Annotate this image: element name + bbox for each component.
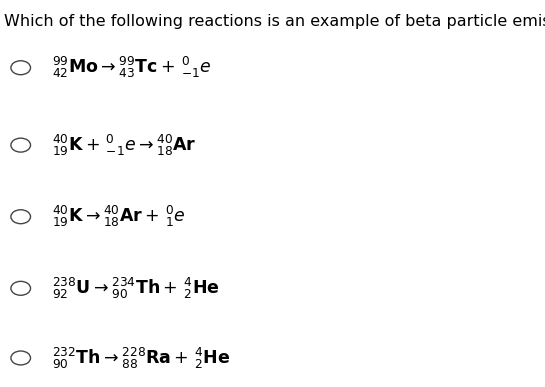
Text: $^{40}_{19}\mathbf{K} +\, ^{0}_{-1}\mathit{e} \rightarrow ^{40}_{18}\mathbf{Ar}$: $^{40}_{19}\mathbf{K} +\, ^{0}_{-1}\math… bbox=[52, 133, 196, 158]
Text: $^{232}_{90}\mathbf{Th} \rightarrow ^{228}_{88}\mathbf{Ra} +\, ^{4}_{2}\mathbf{H: $^{232}_{90}\mathbf{Th} \rightarrow ^{22… bbox=[52, 346, 231, 370]
Text: $^{238}_{92}\mathbf{U} \rightarrow ^{234}_{90}\mathbf{Th} +\, ^{4}_{2}\mathbf{He: $^{238}_{92}\mathbf{U} \rightarrow ^{234… bbox=[52, 276, 219, 301]
Text: Which of the following reactions is an example of beta particle emission?: Which of the following reactions is an e… bbox=[4, 14, 545, 29]
Text: $^{40}_{19}\mathbf{K} \rightarrow ^{40}_{18}\mathbf{Ar} +\, ^{0}_{1}\mathit{e}$: $^{40}_{19}\mathbf{K} \rightarrow ^{40}_… bbox=[52, 204, 185, 229]
Text: $^{99}_{42}\mathbf{Mo} \rightarrow ^{99}_{43}\mathbf{Tc} +\, ^{0}_{-1}\mathit{e}: $^{99}_{42}\mathbf{Mo} \rightarrow ^{99}… bbox=[52, 55, 211, 80]
